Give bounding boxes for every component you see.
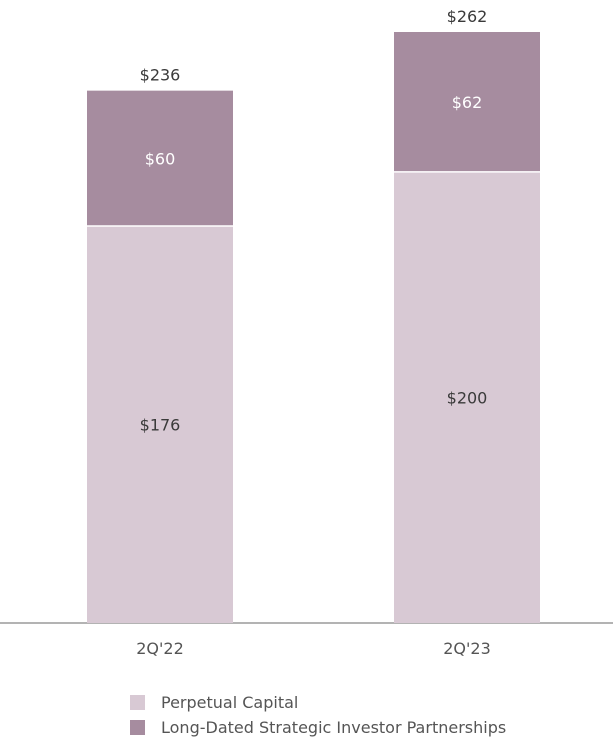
data-label-long-dated-partnerships-2: $62 — [452, 93, 483, 112]
legend-item-perpetual-capital: Perpetual Capital — [130, 690, 506, 715]
legend: Perpetual Capital Long-Dated Strategic I… — [130, 690, 506, 740]
legend-swatch-perpetual-capital — [130, 695, 145, 710]
data-label-perpetual-capital-2: $200 — [447, 388, 488, 407]
data-label-long-dated-partnerships-1: $60 — [145, 149, 176, 168]
legend-swatch-long-dated-partnerships — [130, 720, 145, 735]
x-tick-label-1: 2Q'22 — [136, 639, 184, 658]
legend-label-perpetual-capital: Perpetual Capital — [161, 693, 299, 712]
legend-item-long-dated-partnerships: Long-Dated Strategic Investor Partnershi… — [130, 715, 506, 740]
total-label-2: $262 — [447, 7, 488, 26]
total-label-1: $236 — [140, 66, 181, 85]
bar-long-dated-partnerships-2 — [394, 32, 540, 172]
x-tick-label-2: 2Q'23 — [443, 639, 491, 658]
legend-label-long-dated-partnerships: Long-Dated Strategic Investor Partnershi… — [161, 718, 507, 737]
bar-perpetual-capital-2 — [394, 171, 540, 623]
stacked-bar-chart: $176 $60 $236 2Q'22 $200 $62 $262 2Q'23 — [0, 7, 613, 658]
bar-perpetual-capital-1 — [87, 225, 233, 623]
bar-long-dated-partnerships-1 — [87, 90, 233, 226]
data-label-perpetual-capital-1: $176 — [140, 415, 181, 434]
